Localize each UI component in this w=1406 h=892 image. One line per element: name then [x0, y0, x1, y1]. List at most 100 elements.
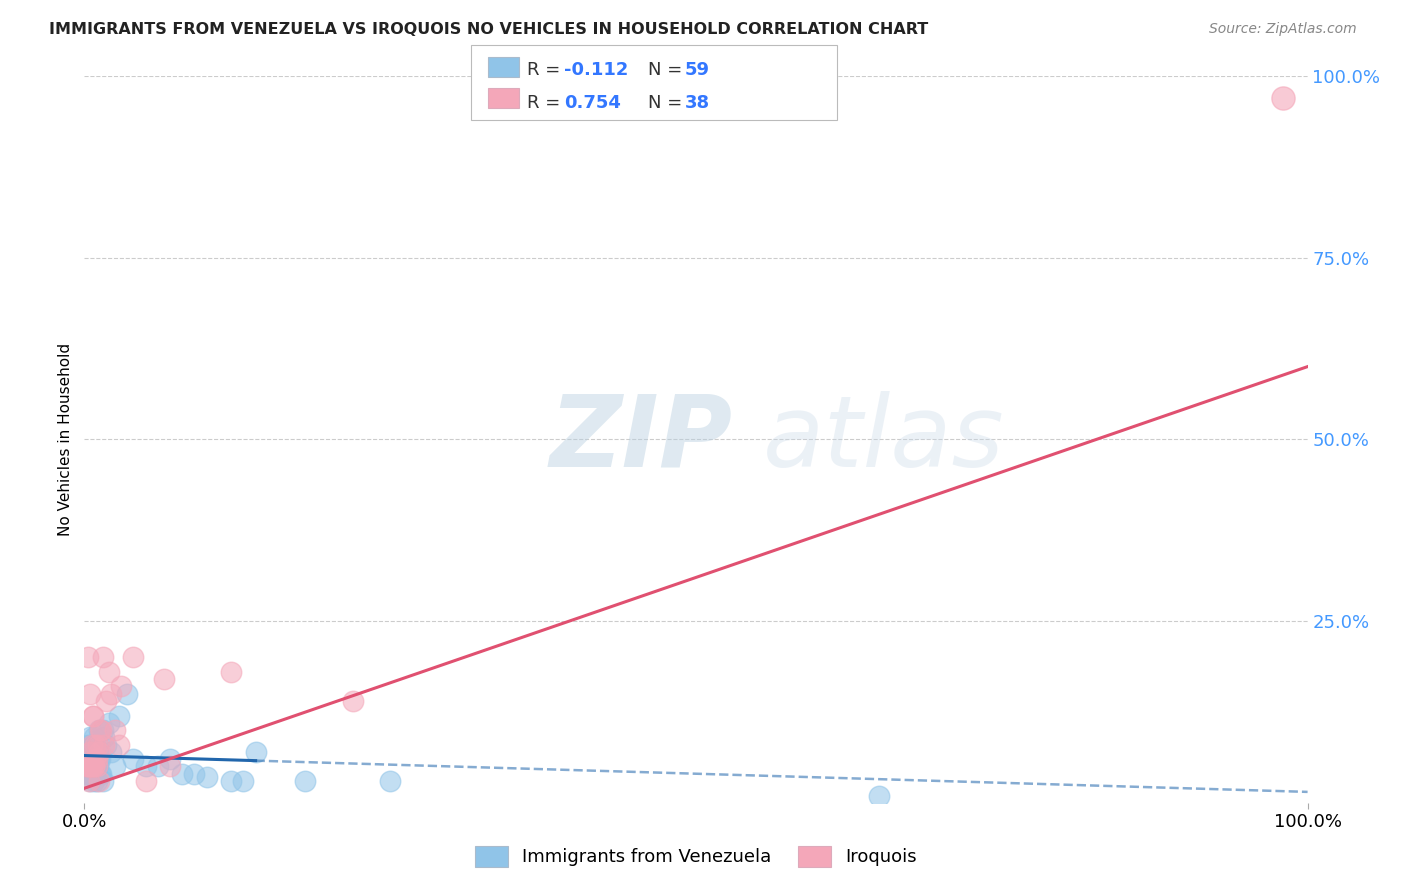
Point [245, 745, 267, 759]
Point [77, 759, 100, 773]
Point [84, 738, 107, 752]
Text: atlas: atlas [763, 391, 1005, 488]
Point [87, 745, 110, 759]
Point [219, 774, 242, 789]
Point [80, 738, 103, 752]
Point [82, 708, 104, 723]
Text: N =: N = [648, 94, 688, 112]
Point [89, 752, 111, 766]
Point [90, 723, 112, 737]
Point [89, 766, 111, 780]
Text: IMMIGRANTS FROM VENEZUELA VS IROQUOIS NO VEHICLES IN HOUSEHOLD CORRELATION CHART: IMMIGRANTS FROM VENEZUELA VS IROQUOIS NO… [49, 22, 928, 37]
Point [86, 759, 108, 773]
Point [97, 665, 120, 679]
Point [87, 745, 110, 759]
Point [87, 723, 110, 737]
Point [77, 759, 100, 773]
Point [83, 759, 105, 773]
Point [87, 759, 110, 773]
Point [77, 650, 100, 665]
Point [91, 774, 114, 789]
Point [82, 766, 104, 780]
Point [195, 770, 218, 784]
Point [96, 694, 118, 708]
Point [80, 759, 103, 773]
Point [342, 694, 364, 708]
Point [77, 759, 100, 773]
Point [135, 759, 157, 773]
Point [79, 752, 101, 766]
Text: N =: N = [648, 61, 688, 78]
Point [77, 752, 100, 766]
Point [219, 665, 242, 679]
Point [83, 759, 105, 773]
Point [77, 759, 100, 773]
Point [76, 752, 98, 766]
Point [110, 680, 132, 694]
Point [79, 745, 101, 759]
Point [93, 731, 115, 745]
Point [93, 738, 115, 752]
Text: R =: R = [527, 61, 567, 78]
Point [84, 752, 107, 766]
Point [80, 759, 103, 773]
Point [122, 650, 145, 665]
Point [96, 738, 118, 752]
Point [82, 752, 104, 766]
Point [86, 752, 108, 766]
Point [294, 774, 316, 789]
Point [86, 759, 108, 773]
Point [100, 745, 122, 759]
Text: ZIP: ZIP [550, 391, 733, 488]
Point [97, 715, 120, 730]
Legend: Immigrants from Venezuela, Iroquois: Immigrants from Venezuela, Iroquois [468, 838, 924, 874]
Point [83, 745, 105, 759]
Point [122, 752, 145, 766]
Point [87, 752, 110, 766]
Point [104, 759, 127, 773]
Point [869, 789, 891, 803]
Point [83, 759, 105, 773]
Point [86, 752, 108, 766]
Point [100, 687, 122, 701]
Point [87, 738, 110, 752]
Point [90, 766, 112, 780]
Text: Source: ZipAtlas.com: Source: ZipAtlas.com [1209, 22, 1357, 37]
Point [82, 738, 104, 752]
Point [83, 774, 105, 789]
Point [79, 774, 101, 789]
Text: -0.112: -0.112 [564, 61, 628, 78]
Text: R =: R = [527, 94, 567, 112]
Y-axis label: No Vehicles in Household: No Vehicles in Household [58, 343, 73, 536]
Point [232, 774, 254, 789]
Point [77, 745, 100, 759]
Point [79, 731, 101, 745]
Point [135, 774, 157, 789]
Point [104, 723, 127, 737]
Point [153, 672, 176, 686]
Point [183, 766, 205, 780]
Point [172, 766, 194, 780]
Point [159, 759, 181, 773]
Point [80, 738, 103, 752]
Point [84, 766, 107, 780]
Point [115, 687, 138, 701]
Point [91, 723, 114, 737]
Point [89, 723, 111, 737]
Point [107, 708, 129, 723]
Point [87, 774, 110, 789]
Point [146, 759, 169, 773]
Text: 59: 59 [685, 61, 710, 78]
Point [76, 759, 98, 773]
Point [80, 766, 103, 780]
Point [77, 766, 100, 780]
Point [82, 708, 104, 723]
Point [159, 752, 181, 766]
Point [79, 687, 101, 701]
Point [79, 745, 101, 759]
Point [79, 759, 101, 773]
Point [84, 752, 107, 766]
Point [107, 738, 129, 752]
Point [83, 731, 105, 745]
Text: 0.754: 0.754 [564, 94, 620, 112]
